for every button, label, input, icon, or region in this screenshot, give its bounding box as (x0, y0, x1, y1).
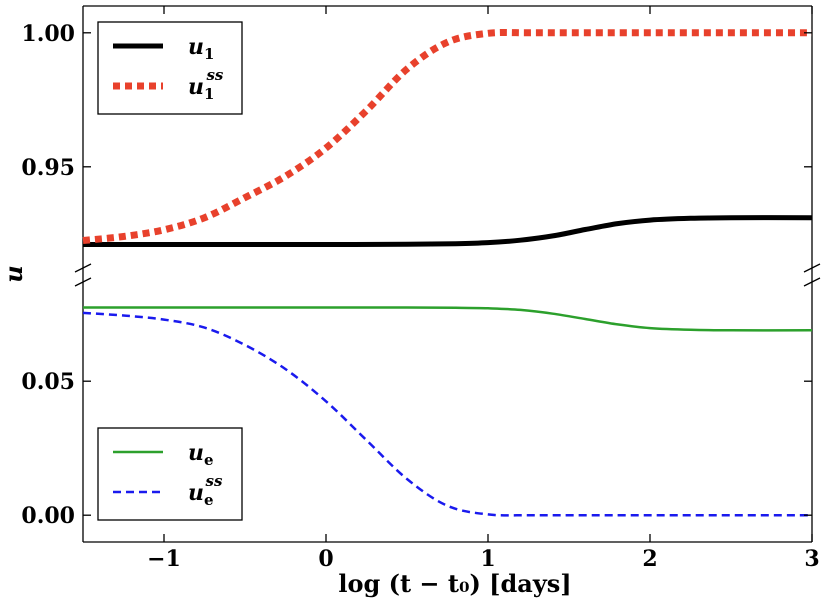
ticks-layer: −1 0 1 2 3 0.95 1.00 0.00 0.05 (21, 6, 820, 572)
break-mark-right-lower (803, 277, 821, 287)
series-line-ue (82, 306, 813, 332)
x-tick-label: 1 (480, 546, 495, 572)
y-tick-label: 0.00 (21, 503, 75, 529)
legend-label-u1: u1 (188, 34, 214, 63)
y-tick-label: 1.00 (21, 21, 75, 47)
x-tick-label: 0 (318, 546, 333, 572)
legend-label-u1ss: u1ss (188, 66, 224, 103)
legend-lower: ue uess (97, 427, 243, 521)
y-tick-label: 0.95 (21, 155, 75, 181)
x-tick-label: −1 (147, 546, 181, 572)
x-tick-label: 2 (642, 546, 657, 572)
y-axis-label: u (0, 265, 28, 282)
x-tick-label: 3 (804, 546, 819, 572)
break-mark-left-upper (74, 263, 92, 273)
series-line-uess (82, 311, 812, 517)
y-tick-label: 0.05 (21, 369, 75, 395)
legend-box (97, 21, 243, 115)
legend-label-ue: ue (188, 440, 214, 469)
series-layer (82, 29, 813, 517)
series-line-u1 (83, 215, 813, 248)
legend-label-uess: uess (188, 472, 223, 509)
legend-layer: u1 u1ss ue uess (97, 21, 243, 521)
break-mark-left-lower (74, 277, 92, 287)
x-axis-label: log (t − t₀) [days] (338, 569, 571, 598)
legend-box (97, 427, 243, 521)
legend-upper: u1 u1ss (97, 21, 243, 115)
break-mark-right-upper (803, 263, 821, 273)
series-line-u1ss (82, 29, 812, 244)
plot-frame (74, 5, 821, 543)
